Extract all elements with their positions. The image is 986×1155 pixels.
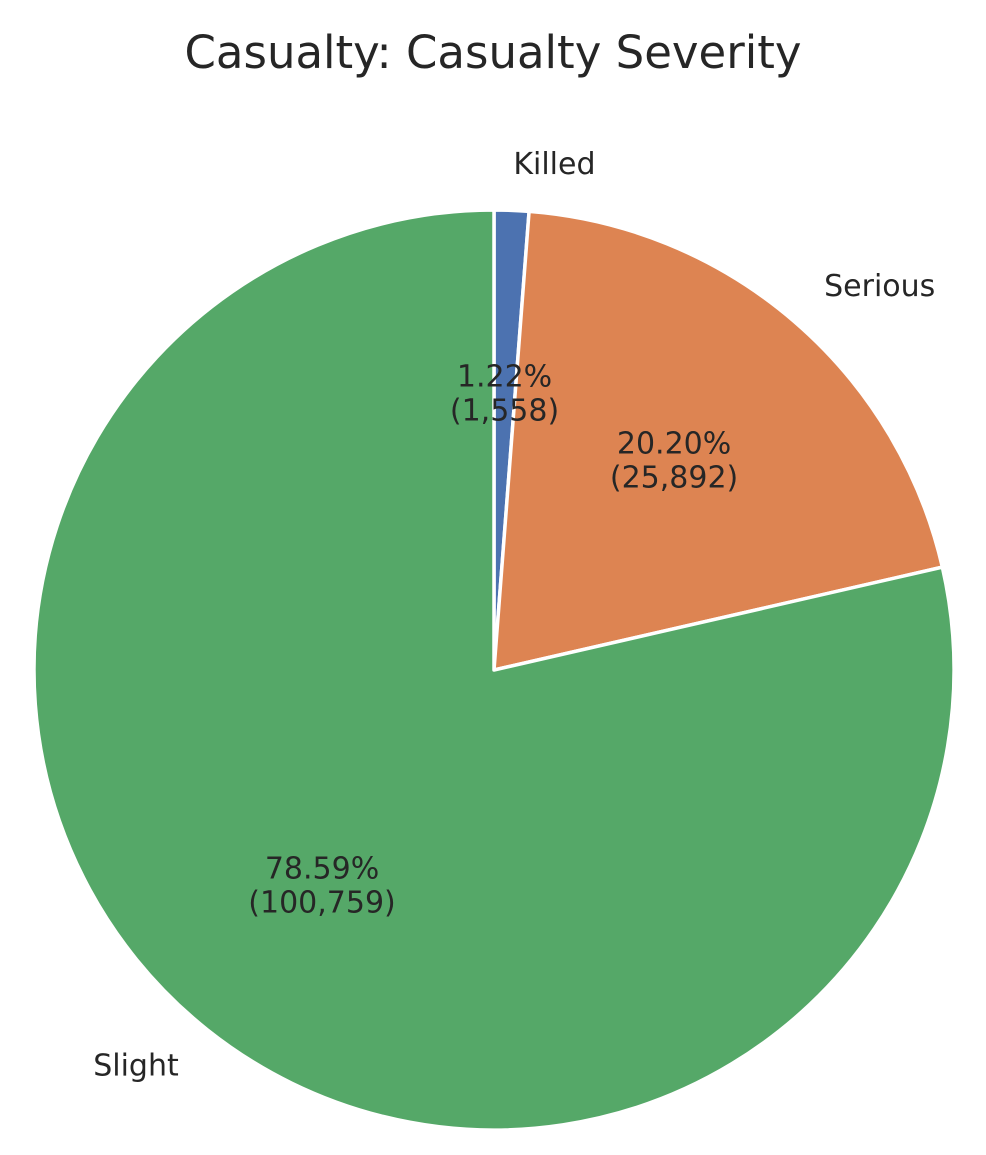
slice-label-slight: Slight	[93, 1048, 179, 1083]
slice-count-serious: (25,892)	[610, 460, 738, 495]
chart-title: Casualty: Casualty Severity	[185, 26, 802, 79]
slice-label-serious: Serious	[824, 269, 935, 304]
pie-slice-serious	[492, 209, 945, 672]
slice-label-killed: Killed	[513, 147, 595, 182]
pie-labels: Killed 1.22%(1,558) Serious 20.20%(25,892) S…	[93, 147, 935, 1083]
pie-slice-slight	[32, 208, 956, 1132]
slice-percent-serious: 20.20%	[617, 426, 731, 461]
slice-percent-killed: 1.22%	[457, 360, 552, 395]
slice-count-slight: (100,759)	[248, 885, 395, 920]
pie-slices	[32, 208, 956, 1132]
slice-percent-slight: 78.59%	[265, 851, 379, 886]
slice-count-killed: (1,558)	[450, 394, 559, 429]
